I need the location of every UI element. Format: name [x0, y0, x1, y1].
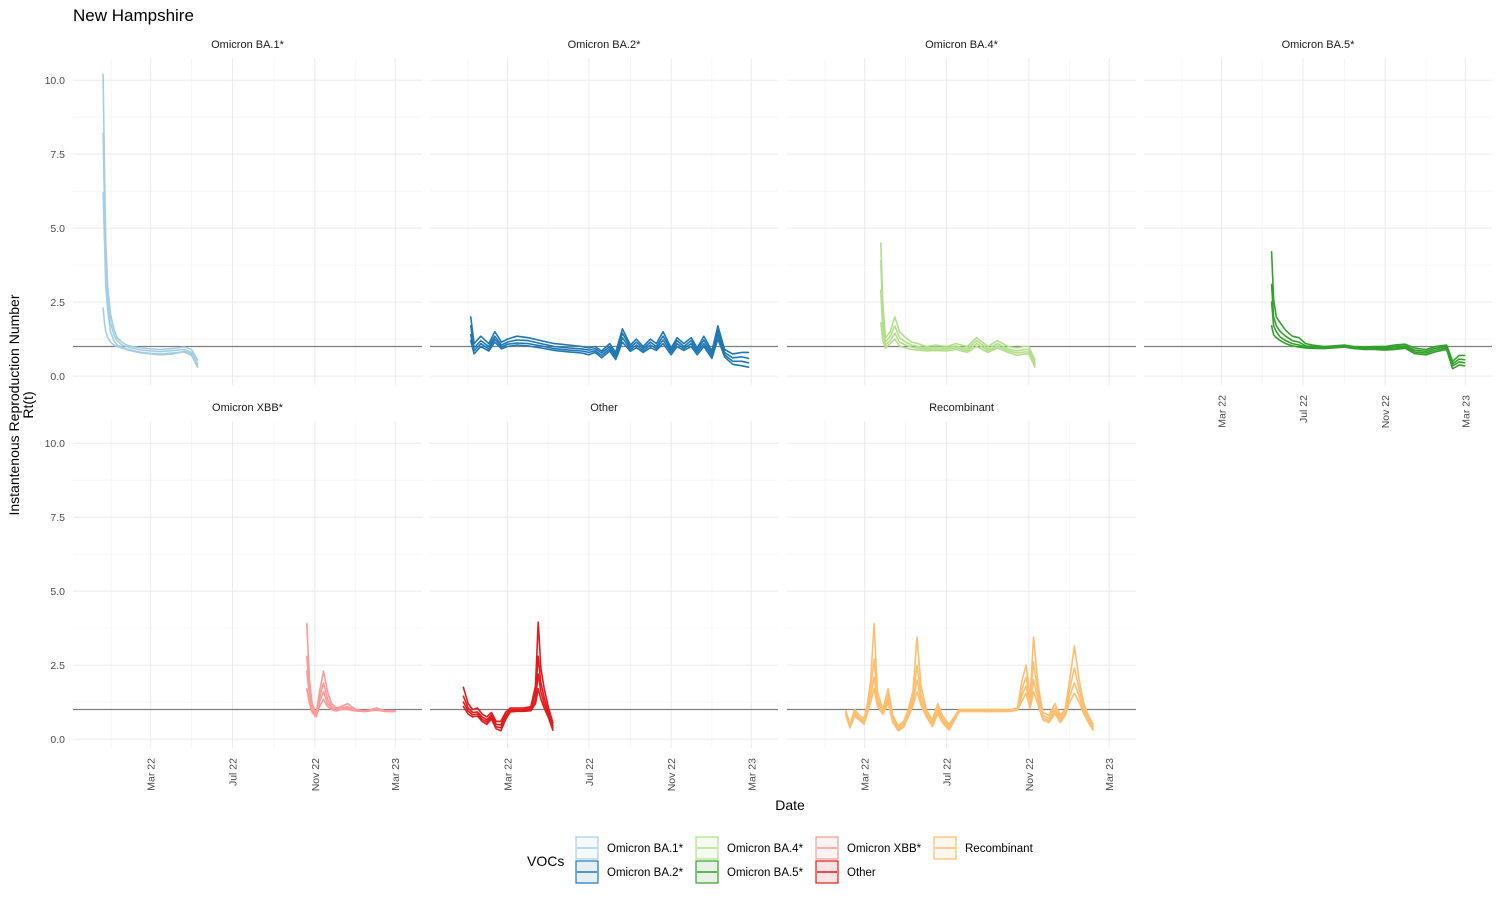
series-line-omicron-ba-2-1	[469, 316, 750, 355]
panel-recombinant: Recombinant Mar 22 Jul 22 Nov 22 Mar 23	[787, 402, 1136, 791]
panel-omicron-ba-4: Omicron BA.4*	[787, 39, 1136, 385]
chart-title: New Hampshire	[73, 6, 194, 25]
legend-item-omicron-ba-4: Omicron BA.4*	[695, 836, 804, 860]
legend-title: VOCs	[527, 853, 564, 869]
series-line-omicron-ba-5-1	[1270, 251, 1466, 363]
x-tick-label: Jul 22	[1298, 395, 1310, 423]
panel-omicron-ba-1: Omicron BA.1* 0.0 2.5 5.0 7.5 10.0	[45, 39, 422, 385]
x-tick-label: Nov 22	[310, 758, 322, 791]
legend-label: Recombinant	[965, 843, 1034, 855]
legend-item-omicron-ba-2: Omicron BA.2*	[575, 860, 684, 884]
y-tick-label: 5.0	[50, 586, 65, 598]
x-tick-label: Mar 23	[1460, 395, 1472, 428]
y-axis-title-line: Rt(t)	[20, 391, 36, 418]
y-tick-label: 0.0	[50, 734, 65, 746]
x-tick-label: Mar 23	[390, 758, 402, 791]
y-axis-title-line: Instantenous Reproduction Number	[6, 294, 22, 515]
panel-strip-label: Other	[590, 402, 618, 414]
legend-item-omicron-ba-1: Omicron BA.1*	[575, 836, 684, 860]
series-line-omicron-xbb-4	[305, 687, 397, 718]
series-line-other-4	[462, 687, 554, 732]
panel-strip-label: Omicron BA.4*	[925, 39, 998, 51]
series-line-omicron-ba-4-4	[879, 322, 1036, 369]
x-tick-label: Jul 22	[227, 758, 239, 786]
series-line-other-3	[462, 673, 554, 729]
y-tick-label: 2.5	[50, 297, 65, 309]
y-axis-title: Instantenous Reproduction NumberRt(t)	[6, 294, 36, 515]
panel-strip-label: Omicron BA.5*	[1282, 39, 1355, 51]
series-line-omicron-ba-4-2	[879, 259, 1036, 364]
y-tick-label: 10.0	[45, 75, 66, 87]
y-tick-label: 7.5	[50, 512, 65, 524]
x-tick-label: Mar 22	[146, 758, 158, 791]
series-line-recombinant-3	[845, 676, 1094, 731]
legend-item-omicron-xbb: Omicron XBB*	[815, 836, 922, 860]
x-tick-label: Jul 22	[941, 758, 953, 786]
legend: VOCs Omicron BA.1* Omicron BA.2* Omicron B…	[527, 836, 1034, 884]
x-tick-label: Nov 22	[666, 758, 678, 791]
legend-label: Omicron BA.5*	[727, 867, 804, 879]
legend-label: Omicron BA.4*	[727, 843, 804, 855]
x-tick-label: Mar 22	[860, 758, 872, 791]
series-line-omicron-ba-1-4	[102, 307, 199, 367]
x-tick-label: Mar 22	[502, 758, 514, 791]
legend-label: Other	[847, 867, 876, 879]
x-tick-label: Mar 23	[746, 758, 758, 791]
panel-strip-label: Omicron XBB*	[212, 402, 284, 414]
legend-item-omicron-ba-5: Omicron BA.5*	[695, 860, 804, 884]
x-tick-label: Nov 22	[1024, 758, 1036, 791]
legend-label: Omicron XBB*	[847, 843, 922, 855]
series-line-omicron-ba-5-3	[1270, 301, 1466, 367]
x-tick-label: Mar 22	[1216, 395, 1228, 428]
y-tick-label: 10.0	[45, 438, 66, 450]
legend-label: Omicron BA.2*	[607, 867, 684, 879]
series-line-other-2	[462, 655, 554, 727]
panel-omicron-xbb: Omicron XBB* 0.0 2.5 5.0 7.5 10.0 Mar 22 Jul 22…	[45, 402, 422, 791]
series-line-omicron-ba-4-3	[879, 289, 1036, 366]
series-line-omicron-ba-5-4	[1270, 324, 1466, 370]
series-line-omicron-ba-2-2	[469, 324, 750, 360]
panel-other: Other Mar 22 Jul 22 Nov 22 Mar 23	[430, 402, 778, 791]
series-line-recombinant-1	[845, 622, 1094, 727]
y-tick-label: 0.0	[50, 371, 65, 383]
x-tick-label: Nov 22	[1380, 395, 1392, 428]
x-axis-title: Date	[775, 797, 805, 813]
series-line-recombinant-2	[845, 658, 1094, 729]
series-line-omicron-ba-4-1	[879, 242, 1036, 361]
series-line-recombinant-4	[845, 687, 1094, 732]
panel-omicron-ba-2: Omicron BA.2*	[430, 39, 778, 385]
panel-strip-label: Omicron BA.1*	[211, 39, 284, 51]
y-tick-label: 7.5	[50, 149, 65, 161]
legend-item-recombinant: Recombinant	[933, 836, 1034, 860]
x-tick-label: Jul 22	[584, 758, 596, 786]
legend-item-other: Other	[815, 860, 876, 884]
y-tick-label: 5.0	[50, 223, 65, 235]
panel-strip-label: Recombinant	[929, 402, 994, 414]
panel-strip-label: Omicron BA.2*	[568, 39, 641, 51]
series-line-omicron-ba-1-2	[102, 132, 199, 365]
y-tick-label: 2.5	[50, 660, 65, 672]
legend-label: Omicron BA.1*	[607, 843, 684, 855]
x-tick-label: Mar 23	[1104, 758, 1116, 791]
series-line-other-1	[462, 621, 554, 724]
series-line-omicron-ba-2-3	[469, 333, 750, 364]
panel-omicron-ba-5: Omicron BA.5* Mar 22 Jul 22 Nov 22 Mar 23	[1144, 39, 1492, 428]
series-line-omicron-ba-2-4	[469, 338, 750, 369]
